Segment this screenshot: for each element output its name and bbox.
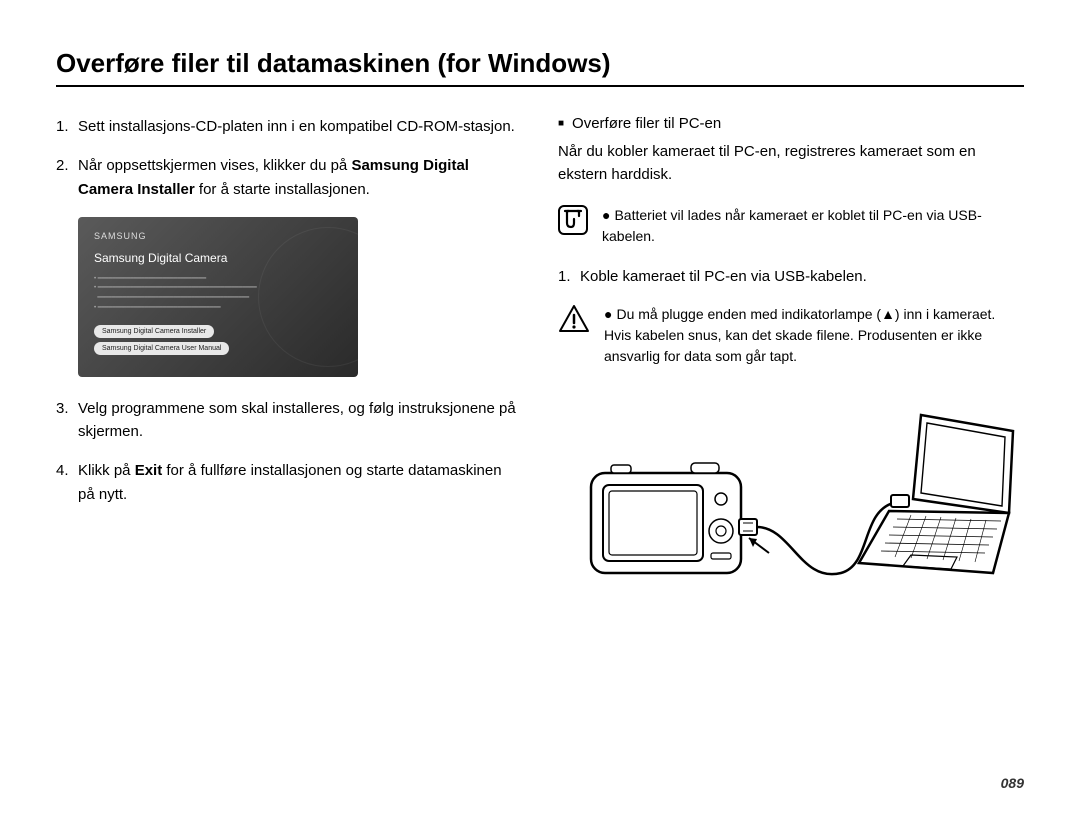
step-2: 2. Når oppsettskjermen vises, klikker du… xyxy=(56,154,522,201)
installer-button-2: Samsung Digital Camera User Manual xyxy=(94,342,229,355)
step-text: Koble kameraet til PC-en via USB-kabelen… xyxy=(580,268,867,285)
note-text: ●Batteriet vil lades når kameraet er kob… xyxy=(602,205,1024,247)
content-columns: 1. Sett installasjons-CD-platen inn i en… xyxy=(56,115,1024,608)
left-column: 1. Sett installasjons-CD-platen inn i en… xyxy=(56,115,522,608)
warning-icon xyxy=(558,304,590,339)
step-number: 4. xyxy=(56,459,69,482)
step-text-prefix: Når oppsettskjermen vises, klikker du på xyxy=(78,157,351,174)
step-number: 1. xyxy=(558,265,571,288)
page-title: Overføre filer til datamaskinen (for Win… xyxy=(56,48,1024,87)
step-1: 1. Sett installasjons-CD-platen inn i en… xyxy=(56,115,522,138)
right-step-1: 1. Koble kameraet til PC-en via USB-kabe… xyxy=(558,265,1024,288)
note-icon xyxy=(558,205,588,240)
step-text-suffix: for å starte installasjonen. xyxy=(195,181,370,198)
page-number: 089 xyxy=(1001,775,1024,791)
step-number: 2. xyxy=(56,154,69,177)
installer-screenshot: SAMSUNG Samsung Digital Camera • ━━━━━━━… xyxy=(78,217,358,377)
intro-text: Når du kobler kameraet til PC-en, regist… xyxy=(558,140,1024,187)
right-column: Overføre filer til PC-en Når du kobler k… xyxy=(558,115,1024,608)
warning-box: ●Du må plugge enden med indikatorlampe (… xyxy=(558,304,1024,367)
step-text-bold: Exit xyxy=(135,462,163,479)
step-3: 3. Velg programmene som skal installeres… xyxy=(56,397,522,444)
connection-diagram xyxy=(558,403,1024,608)
installer-button-1: Samsung Digital Camera Installer xyxy=(94,325,214,338)
step-text-prefix: Klikk på xyxy=(78,462,135,479)
step-number: 3. xyxy=(56,397,69,420)
warning-text: ●Du må plugge enden med indikatorlampe (… xyxy=(604,304,1024,367)
subheading-transfer: Overføre filer til PC-en xyxy=(558,115,1024,132)
step-number: 1. xyxy=(56,115,69,138)
note-charging: ●Batteriet vil lades når kameraet er kob… xyxy=(558,205,1024,247)
step-text: Velg programmene som skal installeres, o… xyxy=(78,400,516,440)
step-4: 4. Klikk på Exit for å fullføre installa… xyxy=(56,459,522,506)
step-text: Sett installasjons-CD-platen inn i en ko… xyxy=(78,118,515,135)
